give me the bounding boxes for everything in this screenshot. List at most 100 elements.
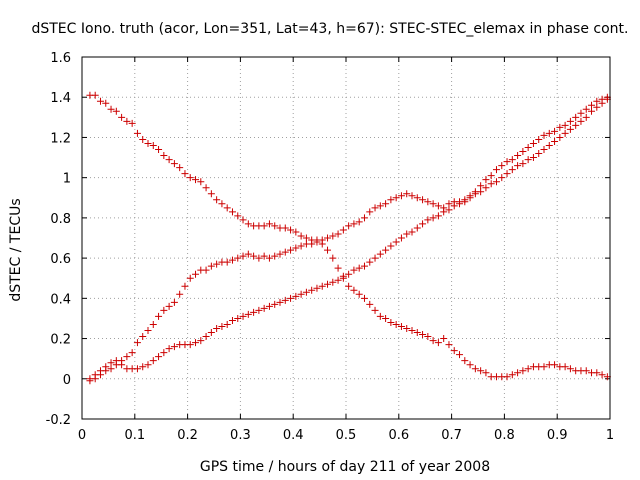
- data-point: [566, 117, 574, 125]
- data-point: [255, 306, 263, 314]
- data-point: [170, 298, 178, 306]
- data-point: [345, 222, 353, 230]
- data-point: [392, 320, 400, 328]
- data-point: [250, 252, 258, 260]
- data-point: [234, 314, 242, 322]
- data-point: [107, 105, 115, 113]
- data-point: [471, 365, 479, 373]
- data-point: [297, 232, 305, 240]
- data-point: [102, 363, 110, 371]
- data-point: [271, 300, 279, 308]
- data-point: [508, 371, 516, 379]
- data-point: [535, 135, 543, 143]
- data-point: [424, 198, 432, 206]
- data-point: [313, 238, 321, 246]
- data-point: [107, 365, 115, 373]
- data-point: [519, 148, 527, 156]
- data-point: [492, 166, 500, 174]
- data-point: [165, 302, 173, 310]
- data-point: [403, 230, 411, 238]
- data-point: [503, 158, 511, 166]
- data-point: [228, 208, 236, 216]
- data-point: [170, 160, 178, 168]
- data-point: [91, 91, 99, 99]
- data-point: [466, 361, 474, 369]
- data-point: [86, 375, 94, 383]
- data-point: [408, 192, 416, 200]
- data-point: [508, 156, 516, 164]
- data-point: [339, 226, 347, 234]
- data-point: [202, 184, 210, 192]
- data-point: [397, 192, 405, 200]
- data-point: [155, 353, 163, 361]
- data-point: [265, 220, 273, 228]
- data-point: [329, 232, 337, 240]
- data-point: [582, 367, 590, 375]
- y-tick-label: 0.8: [50, 212, 71, 227]
- data-point: [492, 178, 500, 186]
- data-point: [382, 246, 390, 254]
- data-point: [577, 109, 585, 117]
- data-point: [593, 97, 601, 105]
- x-tick-label: 1: [606, 428, 614, 443]
- y-axis-ticks: -0.2 0 0.2 0.4 0.6 0.8 1 1.2 1.4 1.6: [46, 51, 610, 428]
- data-point: [287, 246, 295, 254]
- x-tick-label: 0.5: [336, 428, 357, 443]
- data-point: [96, 367, 104, 375]
- data-point: [355, 264, 363, 272]
- data-point: [176, 290, 184, 298]
- data-point: [508, 166, 516, 174]
- data-point: [487, 172, 495, 180]
- data-point: [540, 363, 548, 371]
- data-point: [403, 190, 411, 198]
- data-point: [112, 357, 120, 365]
- data-point: [360, 214, 368, 222]
- chart-title: dSTEC Iono. truth (acor, Lon=351, Lat=43…: [31, 21, 628, 37]
- data-point: [281, 224, 289, 232]
- data-point: [139, 363, 147, 371]
- x-axis-ticks: 0 0.1 0.2 0.3 0.4 0.5 0.6 0.7 0.8 0.9 1: [78, 57, 614, 443]
- data-point: [244, 250, 252, 258]
- data-point: [144, 327, 152, 335]
- data-point: [397, 322, 405, 330]
- data-point: [413, 329, 421, 337]
- data-point: [556, 133, 564, 141]
- data-point: [202, 333, 210, 341]
- data-point: [429, 337, 437, 345]
- data-point: [593, 369, 601, 377]
- data-point: [329, 254, 337, 262]
- data-point: [413, 224, 421, 232]
- data-point: [102, 99, 110, 107]
- data-point: [334, 264, 342, 272]
- data-point: [192, 270, 200, 278]
- data-point: [107, 359, 115, 367]
- data-point: [429, 214, 437, 222]
- data-point: [529, 154, 537, 162]
- data-point: [561, 363, 569, 371]
- data-point: [287, 294, 295, 302]
- x-tick-label: 0.2: [177, 428, 198, 443]
- data-point: [228, 316, 236, 324]
- data-point: [477, 188, 485, 196]
- data-point: [434, 339, 442, 347]
- grid-lines: [82, 57, 610, 419]
- data-point: [334, 230, 342, 238]
- data-points: [86, 91, 611, 385]
- data-point: [218, 322, 226, 330]
- data-point: [96, 97, 104, 105]
- data-point: [345, 270, 353, 278]
- data-point: [287, 226, 295, 234]
- data-point: [572, 121, 580, 129]
- data-point: [297, 290, 305, 298]
- data-point: [149, 357, 157, 365]
- data-point: [419, 196, 427, 204]
- data-point: [160, 306, 168, 314]
- data-point: [445, 200, 453, 208]
- data-point: [376, 202, 384, 210]
- data-point: [218, 200, 226, 208]
- data-point: [577, 117, 585, 125]
- data-point: [123, 117, 131, 125]
- data-point: [324, 234, 332, 242]
- data-point: [498, 174, 506, 182]
- data-point: [118, 361, 126, 369]
